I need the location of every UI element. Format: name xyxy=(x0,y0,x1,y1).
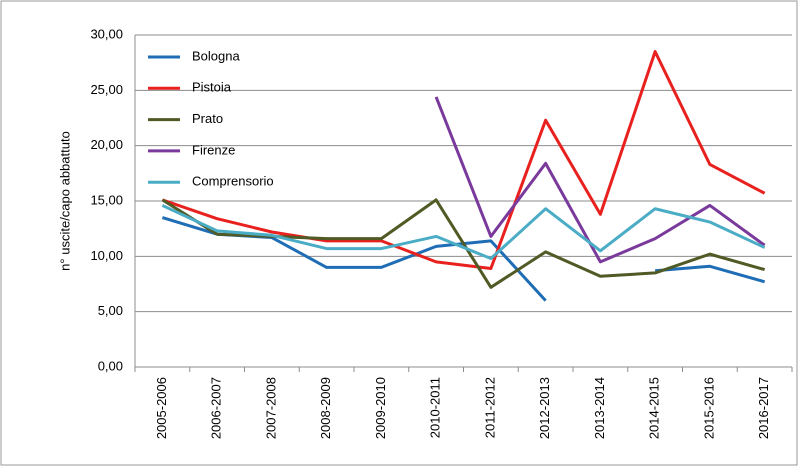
x-tick-label: 2015-2016 xyxy=(701,377,716,439)
series-line xyxy=(434,96,766,264)
y-tick-label: 25,00 xyxy=(90,82,123,97)
legend-label: Comprensorio xyxy=(192,174,274,189)
x-tick-label: 2006-2007 xyxy=(209,377,224,439)
y-axis-label: n° uscite/capo abbattuto xyxy=(57,131,72,271)
x-tick-label: 2010-2011 xyxy=(428,377,443,438)
x-tick-label: 2014-2015 xyxy=(647,377,662,439)
y-tick-label: 20,00 xyxy=(90,137,123,152)
y-tick-label: 0,00 xyxy=(98,358,123,373)
x-tick-label: 2012-2013 xyxy=(537,377,552,439)
x-tick-label: 2005-2006 xyxy=(154,377,169,439)
legend-label: Pistoia xyxy=(192,80,232,95)
legend-label: Firenze xyxy=(192,142,235,157)
x-tick-label: 2007-2008 xyxy=(263,377,278,439)
y-tick-label: 5,00 xyxy=(98,303,123,318)
series-line xyxy=(161,204,766,261)
y-tick-label: 15,00 xyxy=(90,192,123,207)
legend-label: Prato xyxy=(192,111,223,126)
legend-label: Bologna xyxy=(192,48,240,63)
x-tick-label: 2016-2017 xyxy=(756,377,771,439)
x-tick-label: 2013-2014 xyxy=(592,377,607,439)
x-tick-label: 2008-2009 xyxy=(318,377,333,439)
y-tick-label: 10,00 xyxy=(90,248,123,263)
x-tick-label: 2009-2010 xyxy=(373,377,388,439)
x-tick-label: 2011-2012 xyxy=(482,377,497,438)
y-tick-label: 30,00 xyxy=(90,26,123,41)
series-line xyxy=(161,50,766,271)
